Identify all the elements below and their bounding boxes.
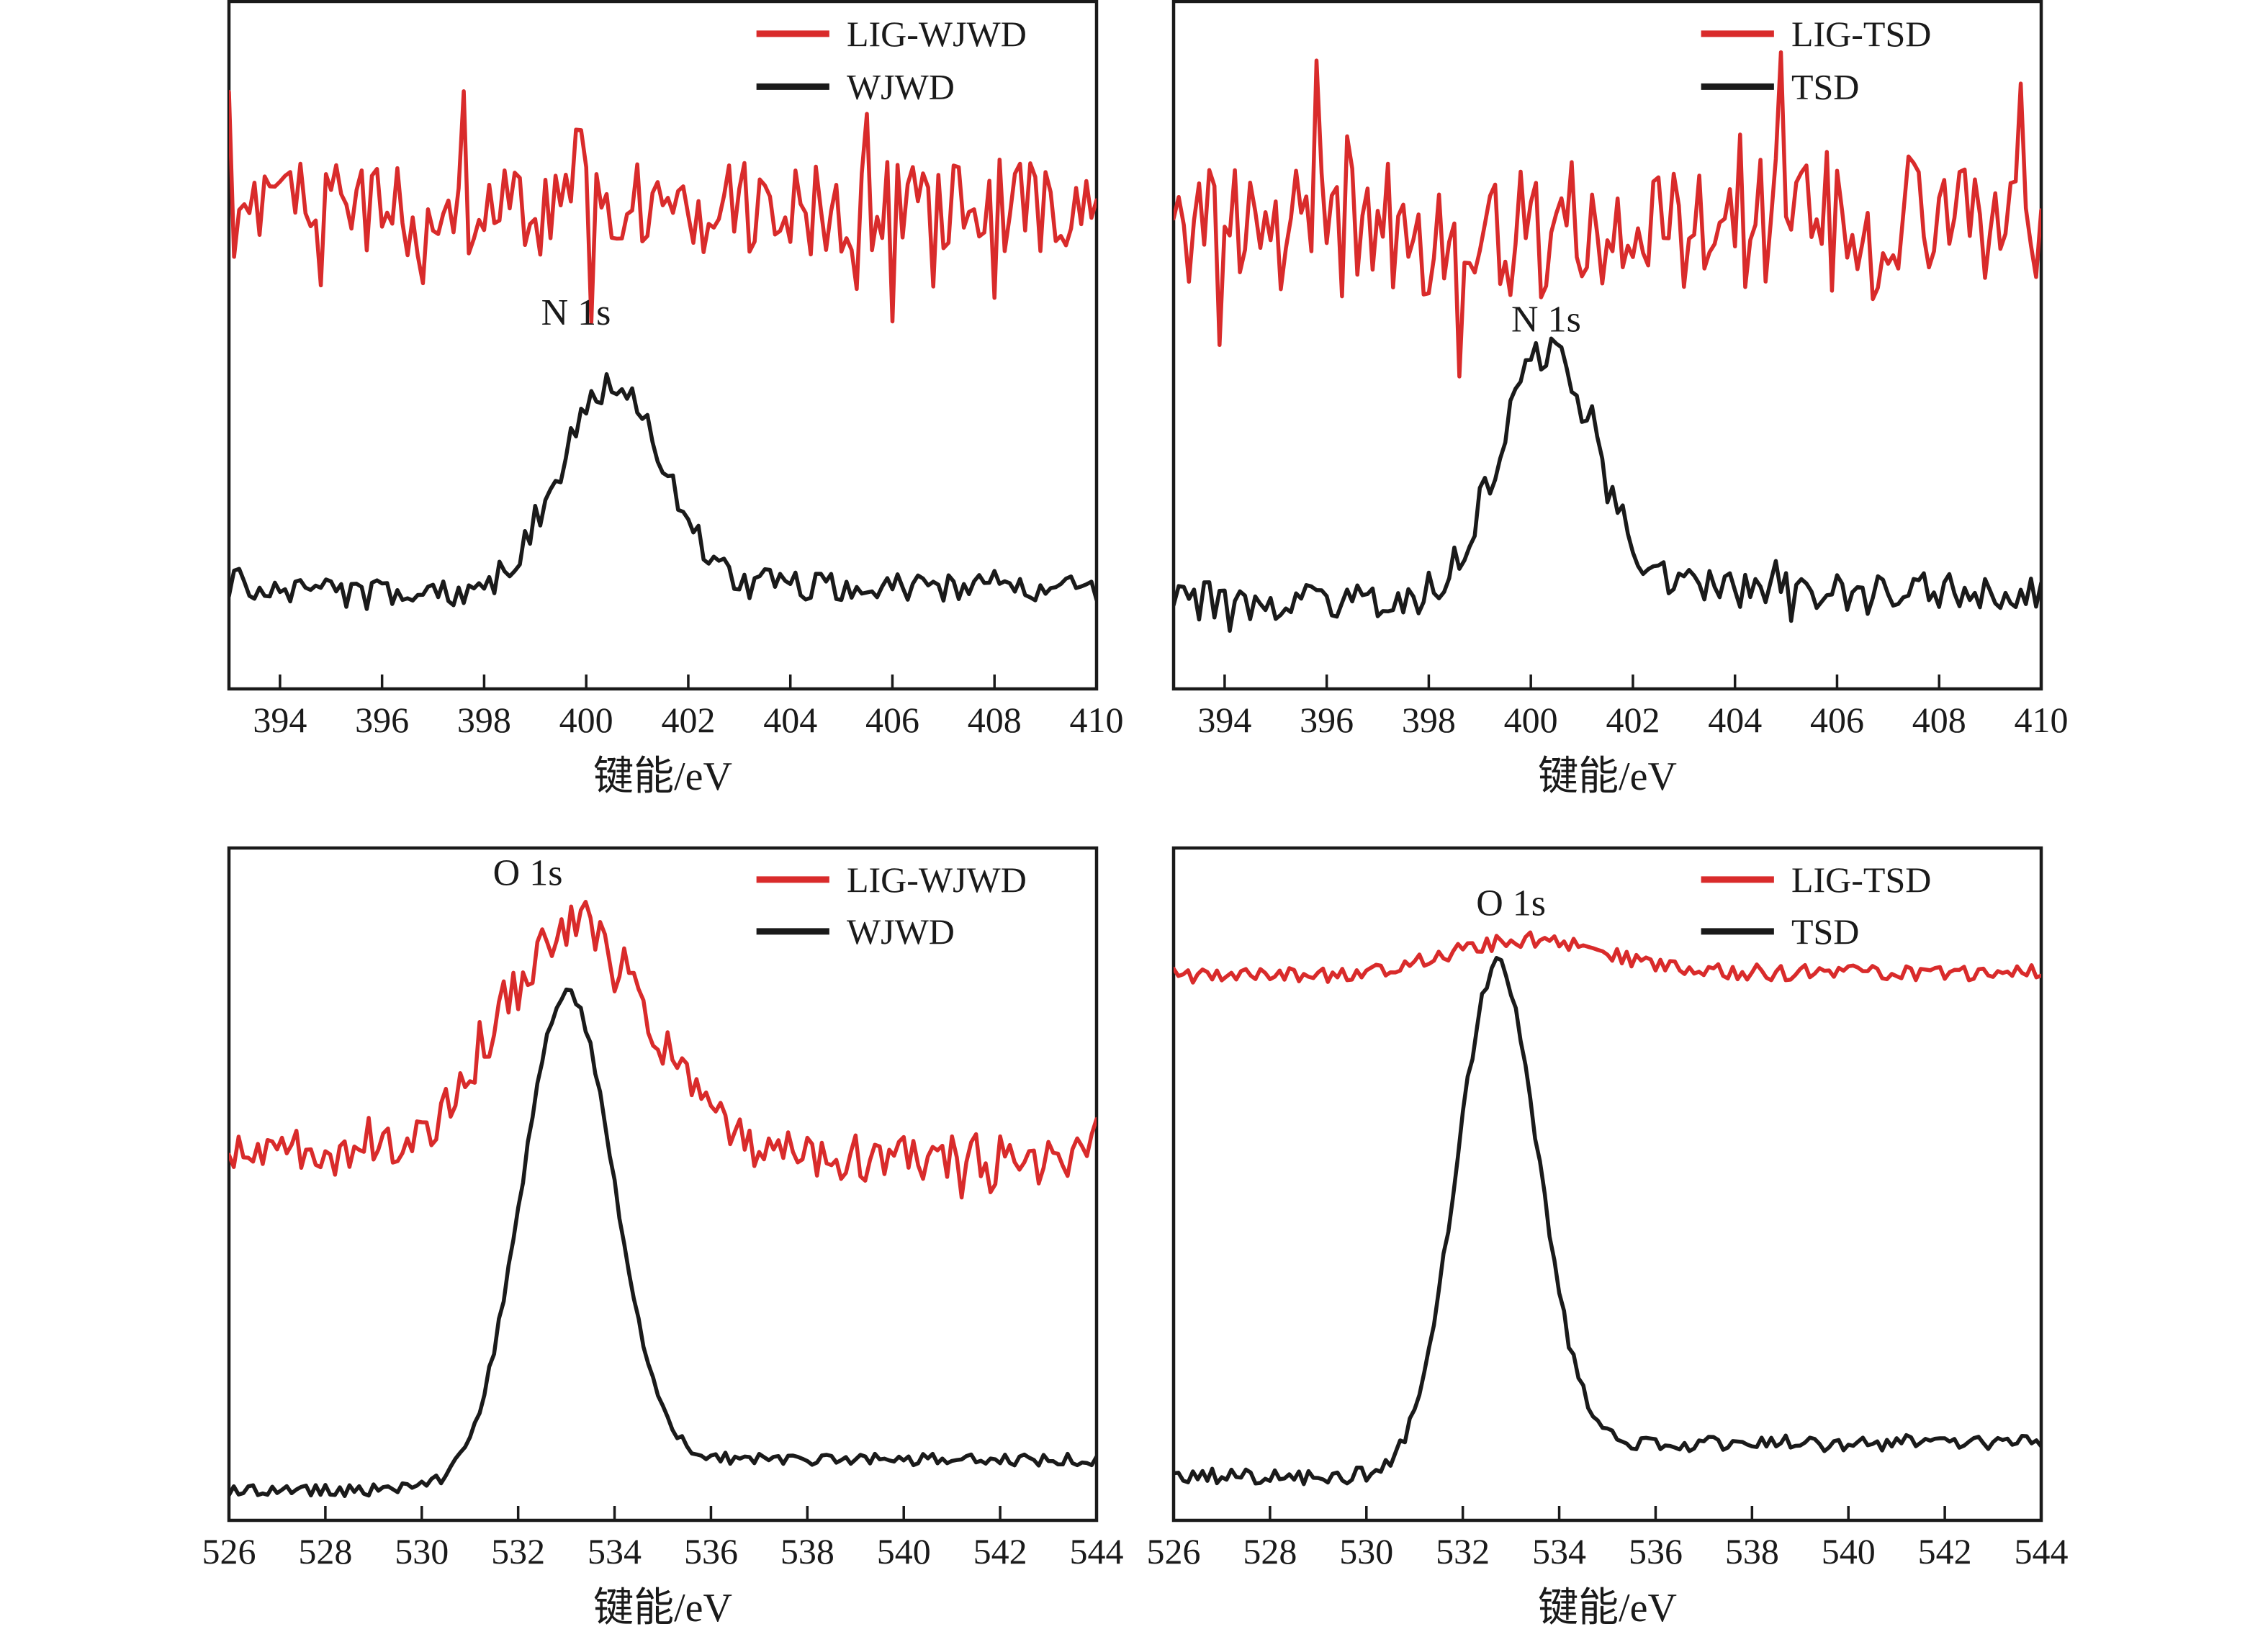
x-tick-label: 530 — [395, 1531, 449, 1571]
x-axis-title: 键能/eV — [1538, 1586, 1677, 1630]
x-tick-label: 528 — [1243, 1531, 1297, 1571]
x-tick-label: 410 — [2015, 700, 2069, 740]
x-tick-label: 408 — [1912, 700, 1966, 740]
x-tick-label: 406 — [865, 700, 919, 740]
x-tick-label: 404 — [763, 700, 817, 740]
x-tick-label: 398 — [1402, 700, 1456, 740]
x-tick-label: 400 — [1504, 700, 1558, 740]
x-tick-label: 534 — [588, 1531, 642, 1571]
x-tick-label: 544 — [1070, 1531, 1124, 1571]
plot-frame — [1171, 846, 2043, 1523]
x-tick-label: 532 — [1436, 1531, 1490, 1571]
x-tick-label: 536 — [1629, 1531, 1683, 1571]
spectrum-trace-lig-wjwd — [229, 89, 1097, 325]
x-tick-label: 538 — [1725, 1531, 1779, 1571]
x-tick-label: 540 — [1822, 1531, 1876, 1571]
x-tick-label: 542 — [1918, 1531, 1972, 1571]
x-tick-label: 394 — [253, 700, 307, 740]
x-tick-label: 404 — [1708, 700, 1762, 740]
region-label: O 1s — [1476, 883, 1546, 924]
x-axis-title: 键能/eV — [1538, 754, 1677, 799]
spectrum-trace-wjwd — [229, 987, 1097, 1498]
x-tick-label: 534 — [1532, 1531, 1586, 1571]
legend-label-wjwd: WJWD — [847, 911, 955, 952]
panel-o1s-wjwd: 526 528 530 532 534 536 538 540 542 544 键能/eV O 1s L… — [202, 846, 1124, 1630]
spectrum-trace-wjwd — [229, 372, 1097, 611]
x-tick-label: 528 — [298, 1531, 352, 1571]
legend-label-lig-tsd: LIG-TSD — [1791, 860, 1931, 900]
spectrum-trace-tsd — [1174, 336, 2041, 633]
series-group — [1174, 930, 2041, 1487]
series-group — [1174, 50, 2041, 633]
x-tick-label: 540 — [877, 1531, 931, 1571]
x-tick-label: 396 — [355, 700, 409, 740]
region-label: O 1s — [493, 852, 563, 893]
x-tick-label: 406 — [1810, 700, 1864, 740]
legend-label-wjwd: WJWD — [847, 66, 955, 107]
x-tick-label: 544 — [2015, 1531, 2069, 1571]
panel-n1s-wjwd: 394 396 398 400 402 404 406 408 410 键能/eV N 1s LIG-… — [227, 0, 1124, 799]
x-tick-label: 526 — [202, 1531, 256, 1571]
legend-label-lig-tsd: LIG-TSD — [1791, 14, 1931, 54]
x-tick-label: 394 — [1197, 700, 1251, 740]
legend-label-tsd: TSD — [1791, 66, 1859, 107]
x-tick-label: 398 — [457, 700, 511, 740]
x-tick-label: 526 — [1147, 1531, 1201, 1571]
x-tick-label: 396 — [1300, 700, 1354, 740]
x-tick-label: 400 — [559, 700, 613, 740]
x-tick-label: 538 — [780, 1531, 834, 1571]
plot-frame — [1171, 0, 2043, 691]
plot-frame — [227, 846, 1099, 1523]
region-label: N 1s — [1511, 299, 1581, 340]
x-tick-label: 410 — [1070, 700, 1124, 740]
legend-label-lig-wjwd: LIG-WJWD — [847, 14, 1027, 54]
x-tick-label: 542 — [973, 1531, 1027, 1571]
x-tick-label: 530 — [1339, 1531, 1393, 1571]
panel-n1s-tsd: 394 396 398 400 402 404 406 408 410 键能/eV N 1s LIG-… — [1171, 0, 2069, 799]
spectrum-trace-lig-tsd — [1174, 930, 2041, 985]
legend-label-tsd: TSD — [1791, 911, 1859, 952]
spectrum-trace-lig-wjwd — [229, 900, 1097, 1200]
legend-label-lig-wjwd: LIG-WJWD — [847, 860, 1027, 900]
plot-frame — [227, 0, 1099, 691]
x-tick-label: 402 — [661, 700, 715, 740]
x-axis-title: 键能/eV — [593, 754, 732, 799]
x-axis-title: 键能/eV — [593, 1586, 732, 1630]
x-tick-label: 532 — [491, 1531, 545, 1571]
x-tick-label: 408 — [968, 700, 1022, 740]
series-group — [229, 89, 1097, 611]
region-label: N 1s — [541, 292, 611, 333]
panel-o1s-tsd: 526 528 530 532 534 536 538 540 542 544 键能/eV O 1s L… — [1147, 846, 2069, 1630]
spectrum-trace-lig-tsd — [1174, 50, 2041, 379]
spectrum-trace-tsd — [1174, 955, 2041, 1487]
x-tick-label: 536 — [684, 1531, 738, 1571]
x-tick-label: 402 — [1606, 700, 1660, 740]
series-group — [229, 900, 1097, 1498]
